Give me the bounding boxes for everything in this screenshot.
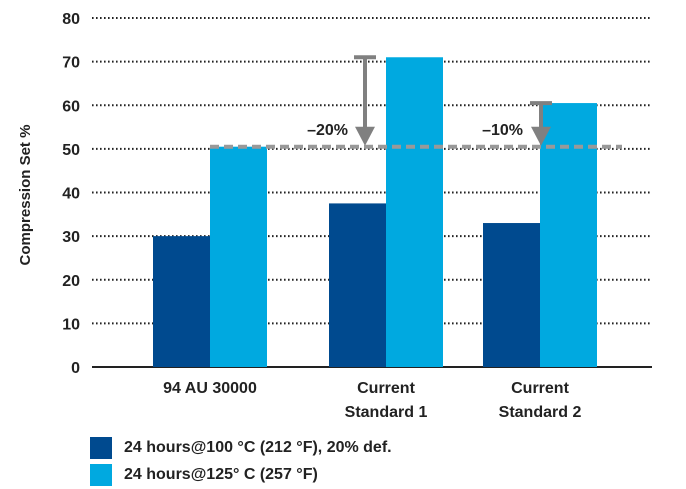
bar <box>483 223 540 367</box>
y-axis-label: Compression Set % <box>17 125 34 266</box>
legend-item-100c: 24 hours@100 °C (212 °F), 20% def. <box>90 434 392 461</box>
annotations: –20% –10% <box>307 55 552 146</box>
annotation-label: –10% <box>482 122 523 139</box>
y-tick-label: 30 <box>62 229 80 246</box>
bars <box>153 57 597 367</box>
y-tick-labels: 0 10 20 30 40 50 60 70 80 <box>62 11 80 377</box>
x-category-label: 94 AU 30000 <box>163 380 257 397</box>
y-tick-label: 40 <box>62 186 80 203</box>
legend-item-125c: 24 hours@125° C (257 °F) <box>90 461 392 488</box>
bar <box>210 146 267 367</box>
x-category-labels: 94 AU 30000 Current Standard 1 Current Stand… <box>163 380 581 421</box>
legend: 24 hours@100 °C (212 °F), 20% def. 24 ho… <box>90 434 392 488</box>
y-tick-label: 10 <box>62 316 80 333</box>
y-tick-label: 20 <box>62 273 80 290</box>
legend-swatch-light-blue <box>90 463 112 486</box>
legend-label: 24 hours@125° C (257 °F) <box>124 465 318 483</box>
x-category-label: Current <box>511 380 569 397</box>
bar <box>153 236 210 367</box>
y-tick-label: 70 <box>62 55 80 72</box>
bar <box>329 203 386 367</box>
annotation-arrow <box>530 101 552 146</box>
y-tick-label: 50 <box>62 142 80 159</box>
x-category-label: Standard 2 <box>499 404 582 421</box>
annotation-label: –20% <box>307 122 348 139</box>
annotation-arrow <box>354 55 376 146</box>
x-category-label: Standard 1 <box>345 404 428 421</box>
legend-label: 24 hours@100 °C (212 °F), 20% def. <box>124 438 392 456</box>
y-tick-label: 80 <box>62 11 80 28</box>
bar <box>540 103 597 367</box>
bar <box>386 57 443 367</box>
arrow-head <box>355 126 375 146</box>
x-category-label: Current <box>357 380 415 397</box>
legend-swatch-dark-blue <box>90 436 112 459</box>
y-tick-label: 0 <box>71 360 80 377</box>
y-tick-label: 60 <box>62 98 80 115</box>
arrow-head <box>531 126 551 146</box>
